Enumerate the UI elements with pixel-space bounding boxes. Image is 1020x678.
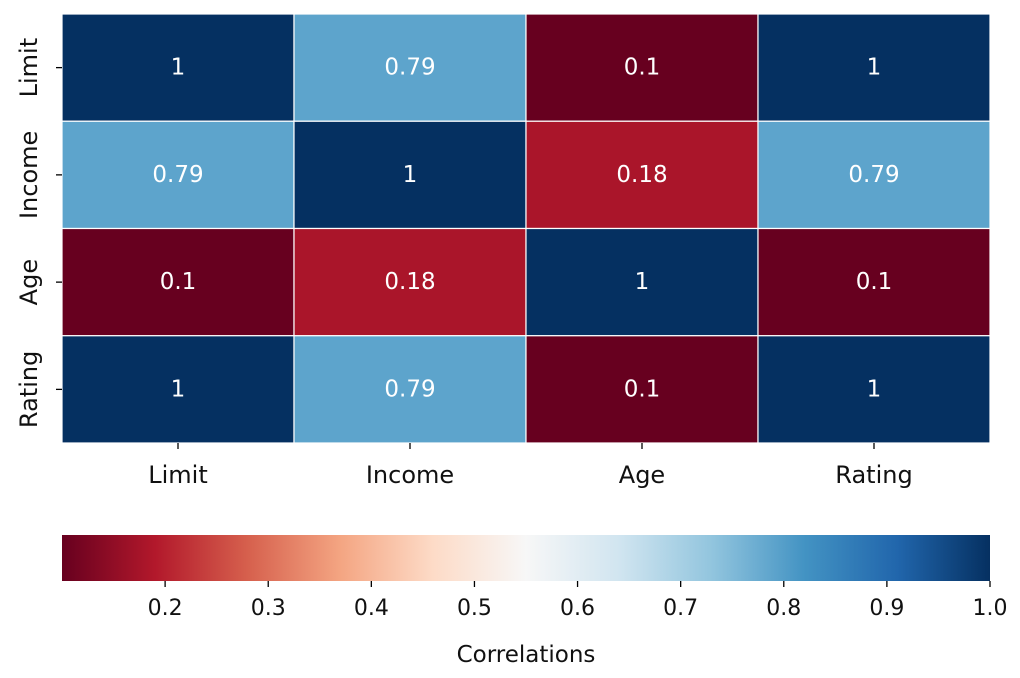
cell-value-label: 0.1 [624, 376, 661, 402]
row-label-age: Age [15, 259, 43, 305]
colorbar-tick-label: 0.4 [354, 596, 389, 621]
colorbar-axis: 0.2 0.3 0.4 0.5 0.6 0.7 0.8 0.9 1.0 [148, 581, 1008, 621]
colorbar-label: Correlations [457, 642, 596, 668]
colorbar-tick-label: 0.8 [766, 596, 801, 621]
heatmap-cell-limit-limit [61, 13, 295, 122]
cell-value-label: 0.79 [152, 162, 203, 188]
cell-value-label: 0.1 [856, 269, 893, 295]
column-axis: Limit Income Age Rating [148, 443, 913, 489]
heatmap-cell-income-income [293, 120, 527, 230]
heatmap-cell-rating-limit [61, 335, 295, 444]
heatmap-cell-labels: 1 0.79 0.1 1 0.79 1 0.18 0.79 0.1 0.18 1 0.1 1 0.79 0.… [152, 55, 899, 403]
heatmap-cell-rating-income [293, 335, 527, 444]
cell-value-label: 0.18 [384, 269, 435, 295]
heatmap-cell-rating-age [525, 335, 759, 444]
heatmap-cells [61, 13, 991, 444]
column-label-income: Income [366, 461, 454, 489]
heatmap-cell-income-rating [757, 120, 991, 230]
colorbar-tick-label: 0.7 [663, 596, 698, 621]
colorbar-tick-label: 0.9 [869, 596, 904, 621]
column-label-limit: Limit [148, 461, 208, 489]
heatmap-cell-rating-rating [757, 335, 991, 444]
row-label-limit: Limit [15, 38, 43, 98]
column-label-rating: Rating [835, 461, 912, 489]
colorbar-tick-label: 1.0 [973, 596, 1008, 621]
cell-value-label: 1 [635, 269, 650, 295]
cell-value-label: 1 [867, 376, 882, 402]
row-label-rating: Rating [15, 351, 43, 428]
cell-value-label: 0.79 [384, 55, 435, 81]
cell-value-label: 1 [171, 55, 186, 81]
colorbar-tick-label: 0.6 [560, 596, 595, 621]
colorbar-tick-label: 0.5 [457, 596, 492, 621]
heatmap-cell-income-limit [61, 120, 295, 230]
row-axis: Limit Income Age Rating [15, 38, 62, 428]
cell-value-label: 0.1 [160, 269, 197, 295]
colorbar [62, 535, 990, 581]
column-label-age: Age [619, 461, 665, 489]
heatmap-cell-age-income [293, 227, 527, 337]
colorbar-tick-label: 0.2 [148, 596, 183, 621]
heatmap-cell-age-rating [757, 227, 991, 337]
cell-value-label: 0.79 [384, 376, 435, 402]
cell-value-label: 0.1 [624, 55, 661, 81]
row-label-income: Income [15, 131, 43, 219]
cell-value-label: 0.18 [616, 162, 667, 188]
cell-value-label: 1 [403, 162, 418, 188]
heatmap-cell-limit-income [293, 13, 527, 122]
cell-value-label: 1 [171, 376, 186, 402]
heatmap-cell-limit-rating [757, 13, 991, 122]
heatmap-cell-limit-age [525, 13, 759, 122]
cell-value-label: 0.79 [848, 162, 899, 188]
colorbar-tick-label: 0.3 [251, 596, 286, 621]
cell-value-label: 1 [867, 55, 882, 81]
